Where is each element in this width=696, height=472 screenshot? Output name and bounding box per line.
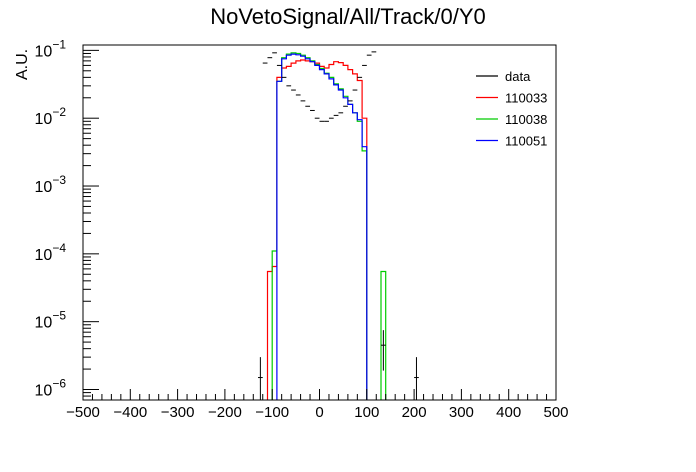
- x-tick-label: −500: [66, 404, 100, 421]
- axes-layer: −500 −400 −300 −200 −100 0 100 200 300 400 500 10−6…: [35, 37, 569, 421]
- x-tick-label: 200: [402, 404, 427, 421]
- x-tick-label: −300: [161, 404, 195, 421]
- y-tick-label: 10−3: [35, 173, 67, 196]
- series-110051-line: [276, 53, 368, 400]
- legend-label: 110033: [505, 91, 547, 106]
- legend-label: 110038: [505, 112, 547, 127]
- x-tick-label: 500: [543, 404, 568, 421]
- y-tick-label: 10−1: [35, 37, 67, 60]
- legend-label: data: [505, 69, 531, 84]
- x-tick-label: −200: [208, 404, 242, 421]
- y-tick-label: 10−4: [35, 241, 67, 264]
- data-point: [258, 357, 263, 400]
- data-point: [380, 330, 386, 371]
- y-tick-label: 10−6: [35, 376, 67, 399]
- legend: data 110033 110038 110051: [476, 69, 547, 149]
- data-point: [414, 357, 419, 400]
- x-tick-label: −400: [113, 404, 147, 421]
- legend-entry: 110033: [476, 91, 547, 106]
- y-tick-label: 10−2: [35, 105, 67, 128]
- data-points-layer: [258, 51, 419, 400]
- series-110033-line: [266, 59, 368, 400]
- series-110038-line: [380, 270, 387, 400]
- x-tick-label: 300: [449, 404, 474, 421]
- legend-entry: 110038: [476, 112, 547, 127]
- legend-label: 110051: [505, 134, 547, 149]
- x-tick-label: −100: [255, 404, 289, 421]
- plot-frame: [82, 44, 557, 401]
- x-tick-label: 100: [354, 404, 379, 421]
- y-tick-label: 10−5: [35, 309, 67, 332]
- series-layer: [266, 52, 387, 400]
- x-tick-label: 400: [496, 404, 521, 421]
- legend-entry: 110051: [476, 134, 547, 149]
- chart-title: NoVetoSignal/All/Track/0/Y0: [210, 4, 486, 29]
- legend-entry: data: [476, 69, 531, 84]
- x-tick-label: 0: [315, 404, 323, 421]
